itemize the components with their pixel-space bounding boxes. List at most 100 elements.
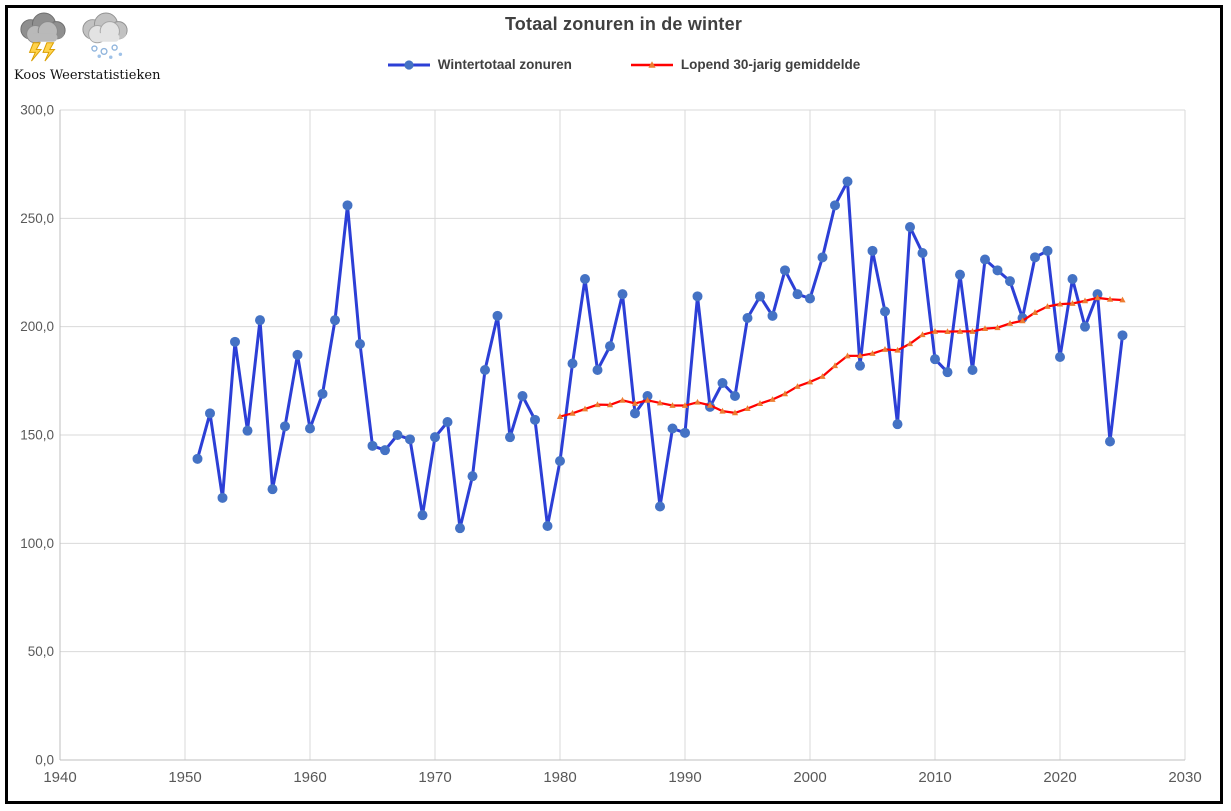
wintertotaal-data-point — [817, 252, 828, 263]
wintertotaal-data-point — [917, 248, 928, 258]
wintertotaal-data-point — [1080, 321, 1090, 332]
wintertotaal-data-point — [330, 315, 340, 326]
wintertotaal-data-point — [230, 336, 240, 347]
wintertotaal-data-point — [542, 521, 553, 531]
red-series-swatch-icon — [630, 60, 673, 68]
wintertotaal-data-point — [480, 365, 490, 375]
wintertotaal-data-point — [692, 291, 703, 302]
wintertotaal-data-point — [905, 222, 915, 232]
wintertotaal-data-point — [830, 200, 840, 211]
wintertotaal-data-point — [1117, 330, 1128, 341]
gemiddelde-data-point — [1106, 295, 1114, 302]
gemiddelde-data-point — [1031, 309, 1039, 315]
gemiddelde-data-point — [569, 409, 576, 416]
storm-cloud-icon — [20, 12, 66, 62]
wintertotaal-data-point — [267, 484, 278, 495]
gemiddelde-data-point — [1119, 296, 1126, 303]
gemiddelde-data-point — [956, 328, 964, 334]
wintertotaal-data-point — [505, 432, 515, 443]
gemiddelde-data-point — [1094, 294, 1101, 301]
x-tick-label: 1980 — [543, 769, 576, 786]
wintertotaal-data-point — [767, 310, 778, 321]
gemiddelde-data-point — [1069, 300, 1076, 306]
wintertotaal-data-point — [217, 492, 228, 503]
wintertotaal-data-point — [980, 254, 990, 265]
wintertotaal-data-point — [642, 391, 653, 401]
gemiddelde-data-point — [731, 409, 739, 416]
gemiddelde-data-point — [706, 401, 714, 408]
gemiddelde-data-point — [619, 396, 626, 403]
wintertotaal-data-point — [417, 510, 428, 521]
wintertotaal-data-point — [455, 523, 465, 534]
wintertotaal-data-point — [517, 391, 528, 401]
gemiddelde-data-point — [906, 340, 914, 347]
gemiddelde-data-point — [594, 401, 601, 408]
wintertotaal-data-point — [567, 358, 578, 369]
logo-text: Koos Weerstatistieken — [14, 68, 161, 83]
legend-label-wintertotaal: Wintertotaal zonuren — [437, 57, 572, 72]
gemiddelde-data-point — [644, 396, 651, 403]
x-tick-label: 2000 — [793, 769, 826, 786]
wintertotaal-data-point — [992, 265, 1003, 276]
wintertotaal-data-point — [955, 269, 965, 280]
x-tick-label: 1940 — [43, 769, 76, 786]
wintertotaal-data-point — [255, 315, 265, 326]
wintertotaal-data-point — [442, 417, 453, 427]
wintertotaal-data-point — [367, 440, 378, 451]
wintertotaal-data-point — [867, 245, 878, 256]
wintertotaal-data-point — [405, 434, 415, 445]
gemiddelde-data-point — [794, 383, 801, 389]
gemiddelde-data-point — [994, 324, 1001, 331]
wintertotaal-data-point — [880, 306, 890, 317]
wintertotaal-data-point — [680, 427, 690, 438]
gemiddelde-data-point — [1006, 320, 1014, 326]
gemiddelde-data-point — [831, 362, 839, 369]
legend-item-gemiddelde: Lopend 30-jarig gemiddelde — [630, 57, 860, 72]
wintertotaal-line — [196, 180, 1124, 530]
wintertotaal-data-point — [855, 360, 865, 371]
y-tick-label: 50,0 — [28, 644, 54, 659]
x-tick-label: 2020 — [1043, 769, 1076, 786]
y-tick-label: 300,0 — [20, 103, 54, 118]
wintertotaal-data-point — [1042, 245, 1053, 256]
gemiddelde-data-point — [844, 352, 851, 359]
gemiddelde-data-point — [944, 328, 951, 335]
wintertotaal-data-point — [942, 367, 953, 378]
gemiddelde-data-point — [631, 399, 639, 406]
x-tick-label: 2010 — [918, 769, 951, 786]
gemiddelde-data-point — [1019, 317, 1026, 324]
wintertotaal-data-point — [805, 293, 815, 304]
wintertotaal-data-point — [1005, 276, 1015, 287]
wintertotaal-data-point — [192, 453, 203, 464]
wintertotaal-data-point — [1030, 252, 1040, 263]
snow-cloud-icon — [82, 12, 128, 59]
wintertotaal-data-point — [292, 349, 303, 360]
wintertotaal-data-point — [1055, 352, 1065, 362]
wintertotaal-data-point — [755, 291, 765, 302]
gemiddelde-data-point — [806, 378, 814, 385]
gemiddelde-data-point — [894, 346, 901, 353]
gemiddelde-data-point — [744, 405, 751, 411]
wintertotaal-data-point — [380, 445, 390, 456]
logo-icons — [14, 12, 160, 62]
gemiddelde-data-point — [919, 331, 926, 338]
gemiddelde-data-point — [606, 401, 614, 408]
gemiddelde-data-point — [781, 390, 789, 397]
wintertotaal-data-point — [280, 421, 290, 432]
wintertotaal-data-point — [717, 378, 728, 388]
wintertotaal-data-point — [742, 313, 753, 323]
wintertotaal-data-point — [730, 391, 740, 401]
logo: Koos Weerstatistieken — [14, 12, 160, 83]
wintertotaal-data-point — [430, 432, 440, 443]
wintertotaal-data-point — [555, 456, 565, 466]
chart-title: Totaal zonuren in de winter — [504, 14, 743, 34]
y-tick-label: 250,0 — [20, 211, 54, 226]
wintertotaal-data-point — [392, 430, 403, 440]
gemiddelde-data-point — [656, 399, 664, 406]
wintertotaal-data-point — [842, 176, 853, 187]
x-tick-label: 1950 — [168, 769, 201, 786]
y-tick-label: 150,0 — [20, 428, 54, 443]
x-tick-label: 2030 — [1168, 769, 1201, 786]
